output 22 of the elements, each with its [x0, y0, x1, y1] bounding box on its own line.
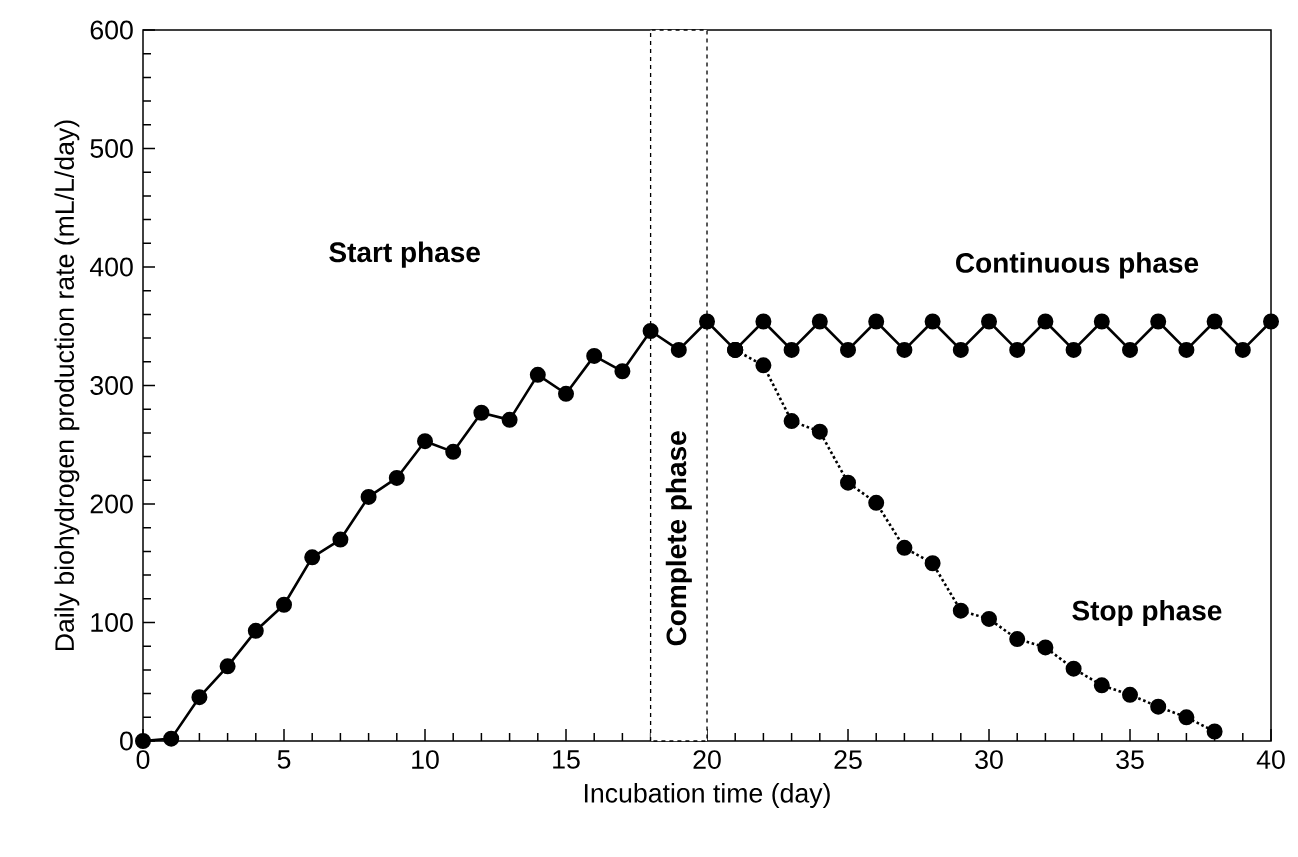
y-tick-label: 600 [90, 20, 133, 40]
y-tick-label: 100 [91, 613, 133, 632]
x-tick-label: 20 [693, 750, 721, 770]
x-tick-label: 30 [975, 750, 1003, 770]
x-axis-title: Incubation time (day) [584, 783, 830, 808]
x-tick-label: 10 [412, 750, 439, 770]
annotation: Start phase [329, 241, 480, 268]
y-tick-label: 500 [90, 139, 133, 158]
x-tick-label: 25 [834, 750, 862, 770]
y-tick-label: 200 [90, 494, 133, 514]
x-tick-label: 0 [136, 750, 150, 770]
y-tick-label: 0 [120, 731, 133, 751]
y-tick-label: 300 [90, 376, 133, 395]
x-tick-label: 15 [553, 750, 580, 769]
annotation: Stop phase [1072, 599, 1222, 627]
x-tick-label: 5 [277, 750, 291, 769]
band-label: Complete phase [665, 431, 692, 646]
annotation: Continuous phase [956, 252, 1199, 279]
x-tick-label: 40 [1256, 750, 1285, 770]
y-tick-label: 400 [89, 257, 133, 277]
y-axis-title: Daily biohydrogen production rate (mL/L/day) [54, 120, 80, 651]
x-tick-label: 35 [1116, 750, 1144, 770]
